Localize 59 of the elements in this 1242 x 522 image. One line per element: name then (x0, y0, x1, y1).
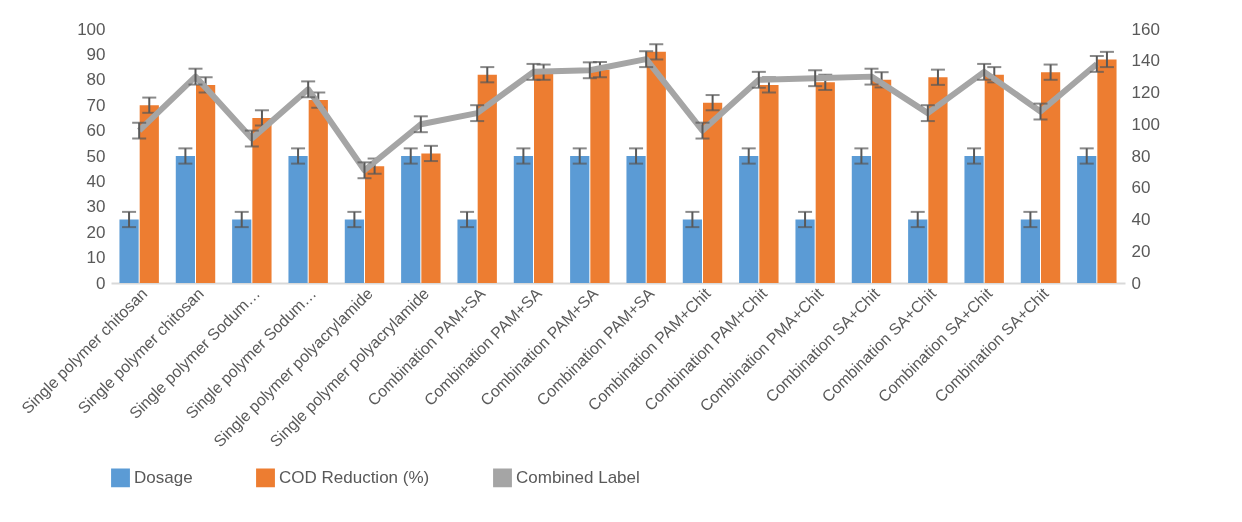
y2-tick-label: 120 (1131, 83, 1160, 102)
y2-tick-label: 0 (1131, 273, 1141, 293)
bar (534, 72, 554, 283)
bar (1077, 156, 1097, 283)
bar (457, 219, 477, 283)
y-tick-label: 40 (86, 171, 106, 191)
bar (984, 74, 1004, 283)
legend-label: Combined Label (516, 467, 640, 487)
bar (175, 156, 195, 283)
bar (344, 219, 364, 283)
bar (119, 219, 139, 283)
y-tick-label: 60 (86, 121, 106, 141)
bar (401, 156, 421, 283)
bar (626, 156, 646, 283)
y2-tick-label: 160 (1131, 19, 1160, 39)
y2-tick-label: 60 (1131, 178, 1151, 198)
bar (682, 219, 702, 283)
bar (1097, 59, 1117, 283)
y2-tick-label: 80 (1131, 146, 1151, 166)
bar (590, 69, 610, 283)
y-tick-label: 0 (96, 273, 106, 293)
bar (288, 156, 308, 283)
bar (139, 105, 159, 283)
y-tick-label: 80 (86, 70, 106, 90)
y2-tick-label: 100 (1131, 114, 1160, 134)
y-tick-label: 90 (86, 44, 106, 64)
y2-tick-label: 40 (1131, 210, 1151, 229)
bar (252, 117, 272, 283)
bar (928, 77, 948, 283)
y-tick-label: 50 (86, 146, 106, 166)
bar (513, 156, 533, 283)
bar (851, 156, 871, 283)
legend-label: Dosage (134, 467, 193, 487)
bar (908, 219, 928, 283)
bar (196, 84, 216, 283)
bar (421, 153, 441, 283)
bar (703, 102, 723, 283)
bar (1041, 72, 1061, 283)
legend-label: COD Reduction (%) (279, 467, 430, 487)
bar (815, 82, 835, 283)
bar (477, 74, 497, 283)
bar (570, 156, 590, 283)
bar (872, 79, 892, 283)
bar (646, 51, 666, 283)
y-tick-label: 100 (77, 19, 106, 39)
y-tick-label: 10 (86, 248, 106, 268)
bar (365, 166, 385, 283)
y-tick-label: 70 (86, 95, 106, 115)
y2-tick-label: 20 (1131, 241, 1151, 261)
bar (739, 156, 759, 283)
bar (795, 219, 815, 283)
y-tick-label: 20 (86, 222, 106, 242)
bar (1020, 219, 1040, 283)
bar (232, 219, 252, 283)
y2-tick-label: 140 (1131, 51, 1160, 71)
bar (308, 100, 328, 283)
y-tick-label: 30 (86, 197, 106, 217)
bar (759, 84, 779, 283)
bar (964, 156, 984, 283)
